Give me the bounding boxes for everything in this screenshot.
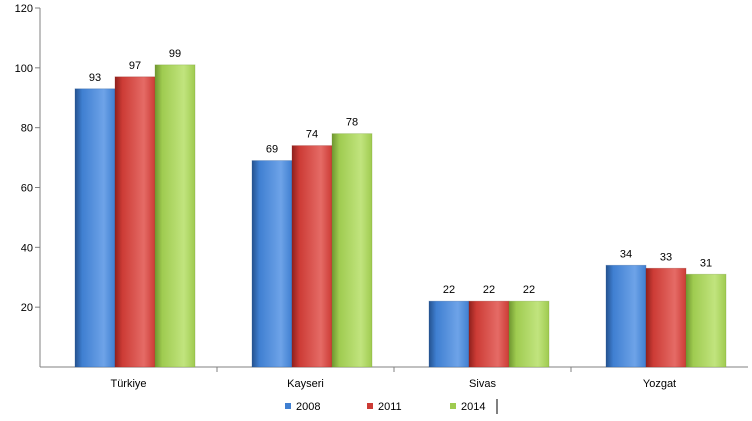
value-label-yozgat-2011: 33 (660, 251, 672, 263)
value-label-kayseri-2008: 69 (266, 144, 278, 156)
value-label-kayseri-2011: 74 (306, 129, 318, 141)
legend-label-2011: 2011 (378, 401, 402, 413)
bar-sivas-2011 (468, 300, 510, 368)
bar-turkiye-2014 (154, 64, 196, 368)
bar-yozgat-2014 (685, 273, 727, 368)
y-tick-label-60: 60 (21, 183, 33, 195)
value-label-yozgat-2014: 31 (700, 257, 712, 269)
category-label-sivas: Sivas (469, 378, 496, 390)
value-label-turkiye-2008: 93 (89, 72, 101, 84)
bar-sivas-2008 (428, 300, 470, 368)
value-label-sivas-2011: 22 (483, 284, 495, 296)
legend-swatch-2011 (367, 403, 373, 409)
y-tick-label-80: 80 (21, 123, 33, 135)
y-tick-label-20: 20 (21, 302, 33, 314)
legend-label-2008: 2008 (296, 401, 320, 413)
bar-sivas-2014 (508, 300, 550, 368)
bar-yozgat-2008 (605, 264, 647, 368)
bar-turkiye-2008 (74, 88, 116, 368)
legend-swatch-2008 (285, 403, 291, 409)
bar-yozgat-2011 (645, 267, 687, 368)
value-label-turkiye-2014: 99 (169, 48, 181, 60)
y-tick-label-100: 100 (15, 63, 33, 75)
legend-label-2014: 2014 (461, 401, 485, 413)
y-tick-label-120: 120 (15, 3, 33, 15)
value-label-sivas-2014: 22 (523, 284, 535, 296)
legend-swatch-2014 (450, 403, 456, 409)
bar-kayseri-2011 (291, 145, 333, 368)
value-label-yozgat-2008: 34 (620, 248, 632, 260)
category-label-turkiye: Türkiye (110, 378, 146, 390)
value-label-sivas-2008: 22 (443, 284, 455, 296)
category-label-kayseri: Kayseri (287, 378, 324, 390)
bar-kayseri-2008 (251, 160, 293, 368)
value-label-kayseri-2014: 78 (346, 117, 358, 129)
bar-kayseri-2014 (331, 133, 373, 368)
value-label-turkiye-2011: 97 (129, 60, 141, 72)
y-tick-label-40: 40 (21, 242, 33, 254)
bar-turkiye-2011 (114, 76, 156, 368)
category-label-yozgat: Yozgat (643, 378, 676, 390)
